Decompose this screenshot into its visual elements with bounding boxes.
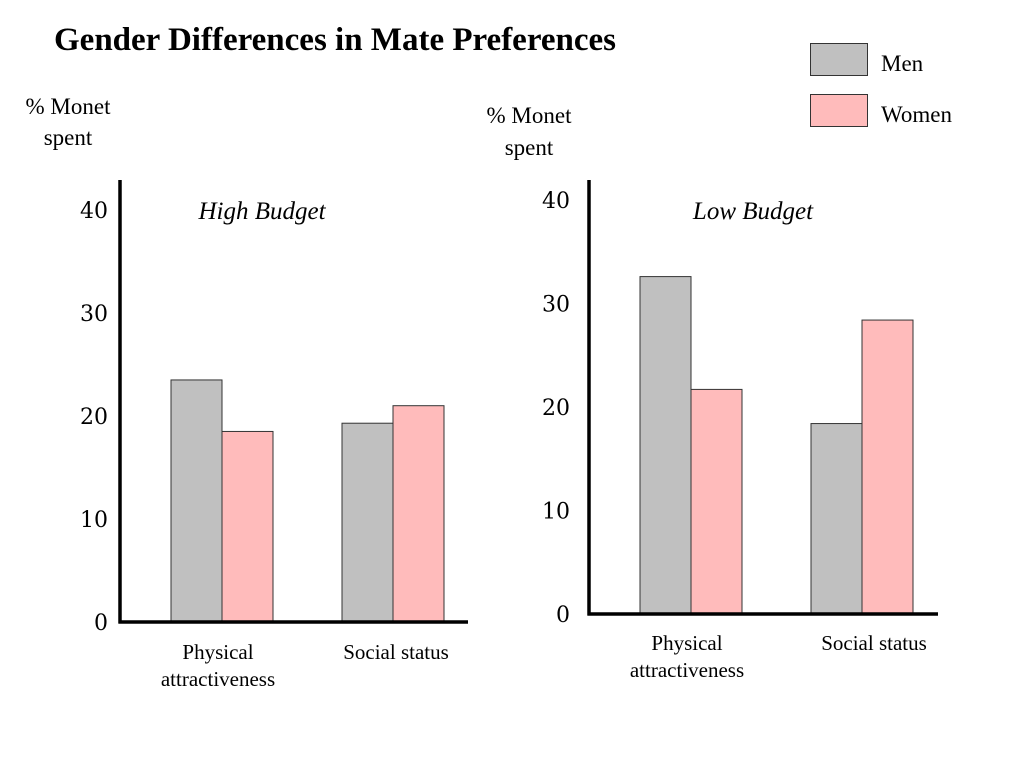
legend-label-women: Women <box>881 102 952 127</box>
category-label-low-0-0: Physical <box>651 631 722 655</box>
bar-high-women-0 <box>221 430 274 623</box>
bar-high-men-0 <box>170 379 223 623</box>
panel-title-high: High Budget <box>197 198 326 225</box>
category-label-low-1-0: Social status <box>821 631 927 655</box>
y-axis-label-high-1: spent <box>44 125 93 150</box>
bar-low-women-0 <box>690 388 743 615</box>
bar-low-men-1 <box>810 423 863 615</box>
category-label-high-0-1: attractiveness <box>161 667 275 691</box>
bar-high-women-1 <box>392 405 445 623</box>
category-label-low-0-1: attractiveness <box>630 658 744 682</box>
chart-title: Gender Differences in Mate Preferences <box>54 22 617 58</box>
y-tick-label-low-2: 20 <box>542 396 570 421</box>
y-tick-label-low-1: 10 <box>542 500 570 525</box>
y-axis-label-high-0: % Monet <box>26 94 112 119</box>
legend-label-men: Men <box>881 51 924 76</box>
y-tick-label-low-4: 40 <box>542 189 570 214</box>
bar-low-women-1 <box>861 319 914 615</box>
bar-high-men-1 <box>341 422 394 623</box>
legend-swatch-women <box>810 94 868 127</box>
y-tick-label-high-1: 10 <box>80 508 108 533</box>
legend-swatch-men <box>810 43 868 76</box>
y-axis-label-low-1: spent <box>505 135 554 160</box>
y-tick-label-low-3: 30 <box>542 293 570 318</box>
category-label-high-1-0: Social status <box>343 640 449 664</box>
category-label-high-0-0: Physical <box>182 640 253 664</box>
y-tick-label-low-0: 0 <box>556 603 570 628</box>
bar-low-men-0 <box>639 276 692 615</box>
y-axis-label-low-0: % Monet <box>487 103 573 128</box>
panel-title-low: Low Budget <box>692 198 814 225</box>
y-tick-label-high-0: 0 <box>94 611 108 636</box>
y-tick-label-high-2: 20 <box>80 405 108 430</box>
y-tick-label-high-3: 30 <box>80 302 108 327</box>
y-tick-label-high-4: 40 <box>80 199 108 224</box>
